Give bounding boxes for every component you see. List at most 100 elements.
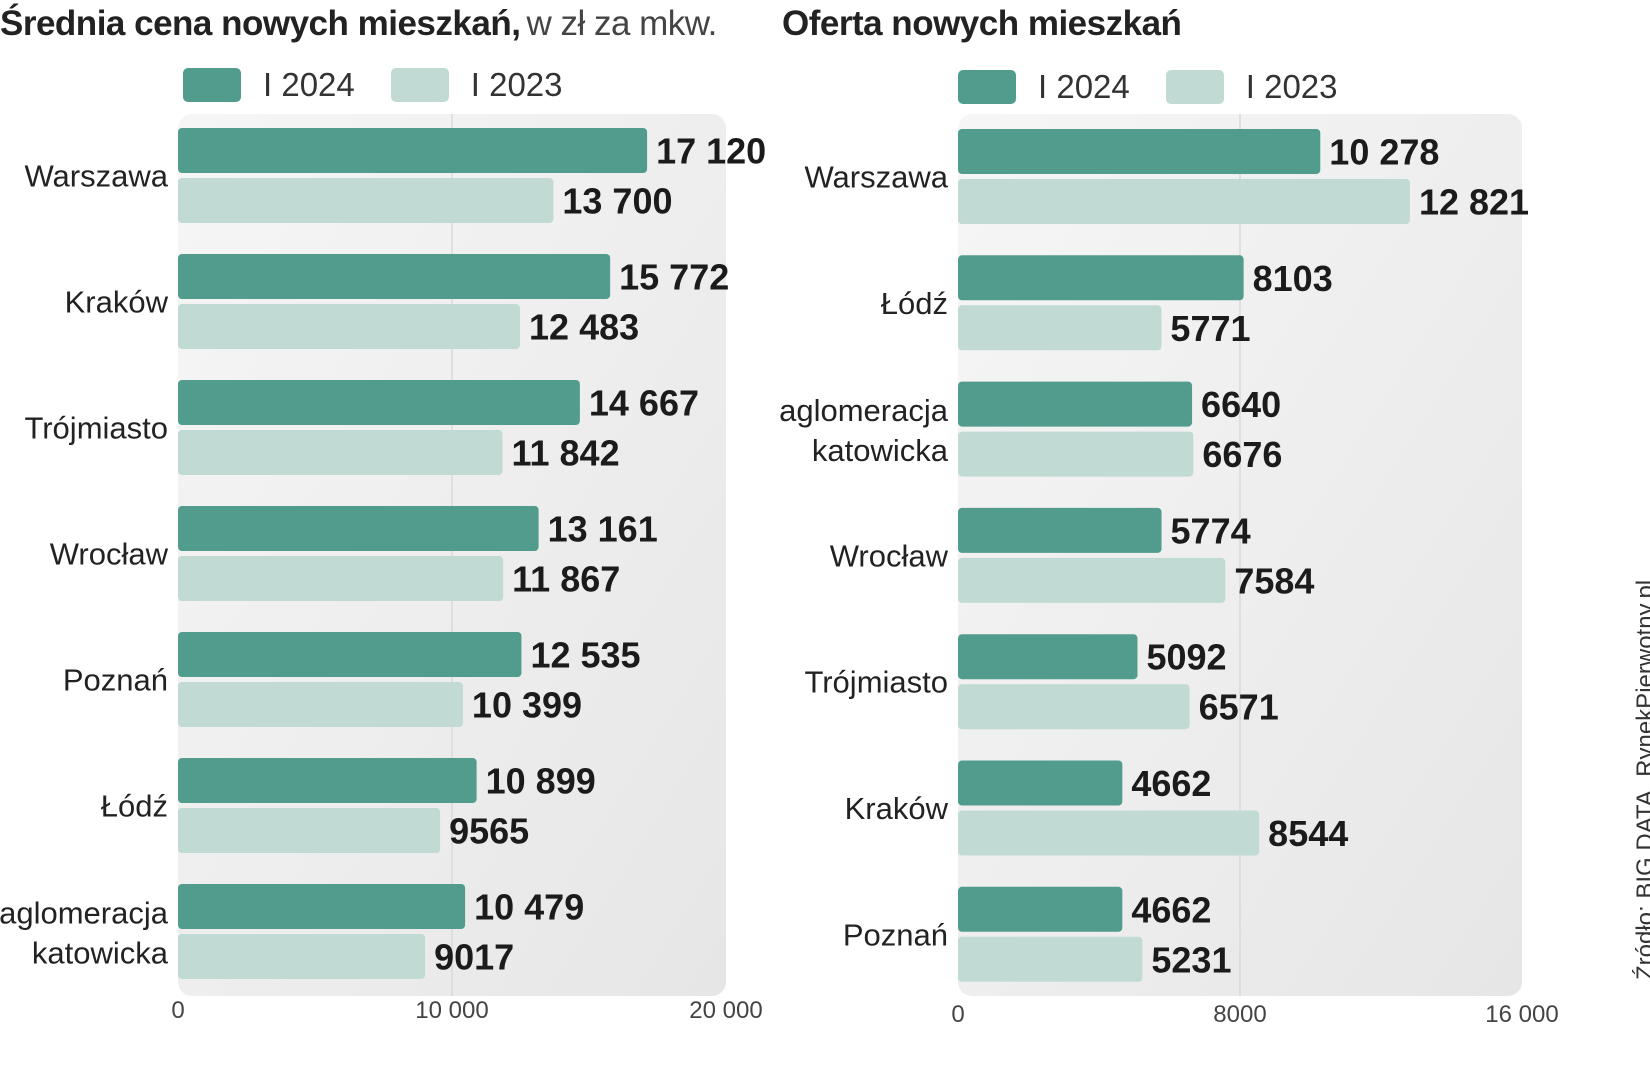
value-label: 4662 — [1131, 763, 1211, 804]
value-label: 12 821 — [1419, 182, 1529, 223]
legend-item-2024: I 2024 — [958, 68, 1130, 106]
legend-label-2024: I 2024 — [1038, 68, 1130, 105]
value-label: 6571 — [1199, 687, 1279, 728]
value-label: 5092 — [1146, 637, 1226, 678]
x-tick-label: 16 000 — [1485, 1001, 1558, 1028]
x-tick-label: 20 000 — [689, 997, 762, 1024]
chart-title-subtitle: w zł za mkw. — [526, 4, 717, 43]
bar-2023 — [178, 178, 554, 223]
category-label: Łódź — [881, 286, 948, 321]
bar-2024 — [958, 634, 1138, 680]
value-label: 13 161 — [548, 509, 658, 550]
value-label: 14 667 — [589, 383, 699, 424]
value-label: 10 278 — [1329, 132, 1439, 173]
value-label: 5771 — [1170, 308, 1250, 349]
legend-item-2023: I 2023 — [1165, 68, 1338, 106]
category-label: Trójmiasto — [804, 665, 948, 700]
legend-label-2023: I 2023 — [470, 66, 563, 103]
legend-swatch-2024 — [958, 70, 1016, 104]
category-label: Łódź — [101, 789, 168, 824]
category-label: aglomeracja katowicka — [779, 393, 949, 468]
legend-item-2023: I 2023 — [390, 66, 563, 104]
legend-swatch-2023 — [1165, 70, 1224, 104]
price-chart-panel: Średnia cena nowych mieszkań, w zł za mkw… — [0, 0, 820, 1080]
bar-2024 — [178, 128, 648, 173]
bar-2024 — [178, 632, 522, 677]
category-label: Wrocław — [830, 538, 949, 573]
value-label: 9017 — [434, 937, 514, 978]
legend-label-2023: I 2023 — [1245, 68, 1338, 105]
category-label-line: katowicka — [32, 936, 169, 971]
bar-2023 — [178, 682, 463, 727]
value-label: 5774 — [1171, 510, 1251, 551]
source-note: Źródło: BIG DATA, RynekPierwotny.pl — [1632, 579, 1650, 980]
category-label: aglomeracja katowicka — [0, 896, 169, 971]
value-label: 11 842 — [511, 433, 619, 474]
value-label: 12 483 — [529, 307, 639, 348]
chart-title-main: Średnia cena nowych mieszkań, — [0, 4, 521, 43]
bar-2024 — [958, 886, 1123, 932]
bar-2023 — [958, 305, 1162, 351]
category-label: Kraków — [845, 791, 949, 826]
value-label: 15 772 — [619, 257, 729, 298]
chart-title: Oferta nowych mieszkań — [782, 2, 1182, 46]
value-label: 17 120 — [656, 131, 766, 172]
value-label: 4662 — [1131, 889, 1211, 930]
bar-2024 — [958, 255, 1244, 301]
chart-legend: I 2024 I 2023 — [183, 66, 599, 104]
category-label-line: aglomeracja — [779, 393, 949, 428]
category-label-line: katowicka — [812, 433, 949, 468]
category-label: Warszawa — [24, 159, 168, 194]
x-tick-label: 8000 — [1213, 1001, 1266, 1028]
legend-label-2024: I 2024 — [263, 66, 355, 103]
bar-2024 — [958, 760, 1123, 806]
chart-title-main: Oferta nowych mieszkań — [782, 4, 1182, 43]
bar-2023 — [178, 934, 426, 979]
bar-2023 — [958, 557, 1226, 603]
bar-2024 — [958, 129, 1321, 174]
value-label: 13 700 — [562, 181, 672, 222]
value-label: 6640 — [1201, 384, 1281, 425]
bar-2024 — [958, 507, 1162, 553]
value-label: 7584 — [1234, 560, 1314, 601]
price-bar-chart: 0 10 000 20 000 17 120 13 700 Warszawa 15 772 1… — [0, 114, 766, 1024]
category-label: Poznań — [843, 917, 948, 952]
chart-title: Średnia cena nowych mieszkań, w zł za mkw… — [0, 2, 717, 46]
value-label: 8544 — [1268, 813, 1348, 854]
category-label: Kraków — [65, 285, 169, 320]
bar-2023 — [178, 304, 521, 349]
chart-legend: I 2024 I 2023 — [958, 68, 1374, 106]
category-label-line: aglomeracja — [0, 896, 169, 931]
x-tick-label: 0 — [171, 997, 184, 1024]
value-label: 6676 — [1202, 434, 1282, 475]
x-tick-label: 0 — [951, 1001, 964, 1028]
category-label: Warszawa — [804, 160, 948, 195]
value-label: 10 899 — [486, 761, 596, 802]
value-label: 11 867 — [512, 559, 620, 600]
bar-2023 — [958, 936, 1143, 982]
bar-2024 — [178, 254, 611, 299]
bar-2023 — [958, 684, 1190, 730]
value-label: 8103 — [1253, 258, 1333, 299]
category-label: Poznań — [63, 663, 168, 698]
bar-2023 — [178, 808, 441, 853]
bar-2023 — [958, 179, 1410, 224]
legend-item-2024: I 2024 — [183, 66, 355, 104]
value-label: 12 535 — [530, 635, 640, 676]
bar-2024 — [178, 758, 477, 803]
bar-2024 — [958, 381, 1193, 427]
bar-2023 — [958, 431, 1194, 477]
value-label: 5231 — [1151, 939, 1231, 980]
bar-2023 — [958, 810, 1260, 856]
bar-2024 — [178, 380, 580, 425]
bar-2024 — [178, 506, 539, 551]
bar-2023 — [178, 430, 503, 475]
supply-chart-panel: Oferta nowych mieszkań I 2024 I 2023 0 80… — [779, 0, 1650, 1080]
x-tick-label: 10 000 — [415, 997, 488, 1024]
bar-2024 — [178, 884, 466, 929]
category-label: Wrocław — [50, 537, 169, 572]
legend-swatch-2024 — [183, 68, 241, 102]
legend-swatch-2023 — [390, 68, 449, 102]
value-label: 10 399 — [472, 685, 582, 726]
